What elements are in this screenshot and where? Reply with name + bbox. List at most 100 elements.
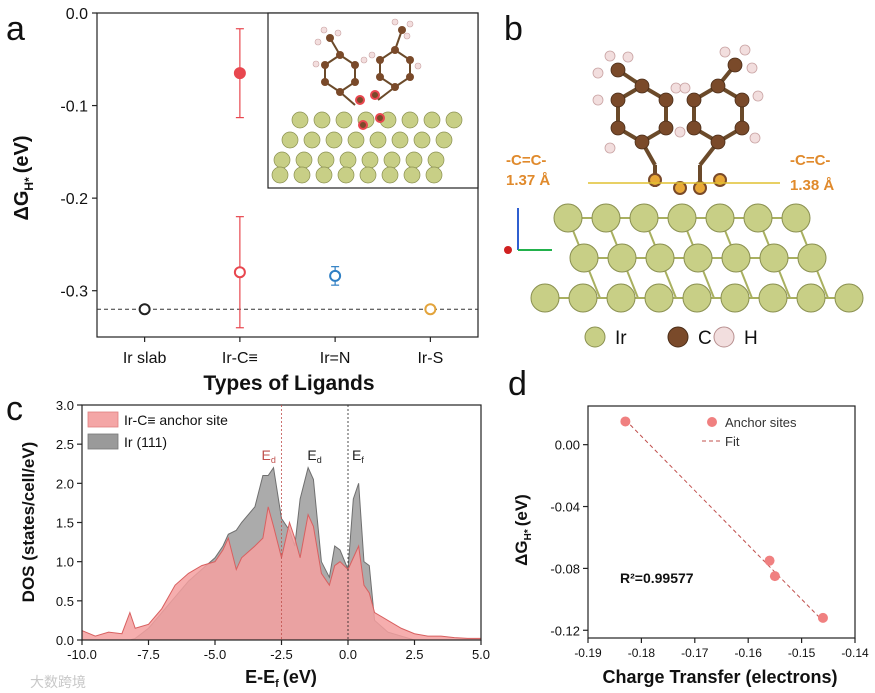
panel-d-y-ticks: 0.00 -0.04 -0.08 -0.12 <box>550 438 588 638</box>
x-tick-label: -7.5 <box>137 647 159 662</box>
x-tick-label: Ir-S <box>417 350 443 367</box>
inset-ir-atom <box>291 111 309 129</box>
inset-ir-atom <box>303 131 321 149</box>
ir-atom <box>721 243 751 273</box>
inset-ir-atom <box>383 151 401 169</box>
inset-ir-atom <box>335 111 353 129</box>
ir-atom <box>834 283 864 313</box>
inset-ir-atom <box>337 166 355 184</box>
panel-c-x-ticks: -10.0 -7.5 -5.0 -2.5 0.0 2.5 5.0 <box>67 640 490 662</box>
ir-atom <box>645 243 675 273</box>
legend-anchor-sites-label: Anchor sites <box>725 415 797 430</box>
x-tick-label: -5.0 <box>204 647 226 662</box>
panel-label-c: c <box>6 390 23 428</box>
y-tick-label: 3.0 <box>56 398 74 413</box>
x-tick-label: 2.5 <box>405 647 423 662</box>
inset-ir-atom <box>347 131 365 149</box>
y-tick-label: -0.2 <box>60 191 88 208</box>
ir-atom <box>683 243 713 273</box>
y-tick-label: -0.04 <box>550 500 580 515</box>
legend-ir-marker <box>584 326 606 348</box>
data-point <box>233 67 246 80</box>
legend-h-marker <box>713 326 735 348</box>
d-y-label-unit: (eV) <box>512 494 531 526</box>
inset-ir-atom <box>425 166 443 184</box>
inset-ir-atom <box>381 166 399 184</box>
ir-atom <box>758 283 788 313</box>
inset-structure <box>267 12 479 189</box>
panel-d-points <box>620 416 828 623</box>
legend-anchor-sites-marker <box>707 417 717 427</box>
legend-h-label: H <box>744 328 758 349</box>
x-tick-label: Ir-C≡ <box>222 350 258 367</box>
inset-ir-atom <box>317 151 335 169</box>
fit-line <box>625 419 824 622</box>
inset-ir-atom <box>271 166 289 184</box>
y-tick-label: 0.0 <box>56 633 74 648</box>
axis-triad <box>504 208 552 254</box>
y-tick-label: -0.12 <box>550 623 580 638</box>
ir-atom <box>629 203 659 233</box>
inset-ir-atom <box>293 166 311 184</box>
panel-a-points <box>138 28 437 329</box>
ir-atom <box>553 203 583 233</box>
ir-atom <box>759 243 789 273</box>
data-point <box>424 303 437 316</box>
panel-a-x-ticks: Ir slab Ir-C≡ Ir=N Ir-S <box>123 337 443 367</box>
panel-d-legend: Anchor sites Fit <box>702 415 797 449</box>
panel-d-frame <box>587 405 856 639</box>
annotation-label: Ed <box>262 447 276 465</box>
y-tick-label: 2.0 <box>56 476 74 491</box>
r2-label: R²=0.99577 <box>620 570 694 586</box>
panel-label-b: b <box>504 10 523 48</box>
inset-ir-atom <box>339 151 357 169</box>
panel-a-y-label: ΔGH* (eV) <box>11 135 36 220</box>
inset-ir-atom <box>405 151 423 169</box>
left-bond-label: -C=C- <box>506 152 546 169</box>
ir-atom <box>644 283 674 313</box>
x-tick-label: 5.0 <box>472 647 490 662</box>
panel-label-a: a <box>6 10 25 48</box>
inset-ir-atom <box>435 131 453 149</box>
ir-atom <box>530 283 560 313</box>
data-point <box>620 416 631 427</box>
annotation-label: Ed <box>307 447 321 465</box>
inset-ir-atom <box>315 166 333 184</box>
x-label-unit: (eV) <box>283 667 317 687</box>
panel-a-y-ticks: 0.0 -0.1 -0.2 -0.3 <box>60 6 97 301</box>
left-bond-length: 1.37 Å <box>506 172 550 189</box>
inset-ir-atom <box>361 151 379 169</box>
x-tick-label: -0.17 <box>681 646 709 660</box>
inset-ir-atom <box>403 166 421 184</box>
y-tick-label: -0.3 <box>60 284 88 301</box>
x-label-sub: f <box>275 678 279 690</box>
panel-b-legend: Ir C H <box>584 326 758 349</box>
annotation-label: Ef <box>352 447 364 465</box>
x-tick-label: 0.0 <box>339 647 357 662</box>
data-point <box>233 266 246 279</box>
ir-atom <box>591 203 621 233</box>
ir-atom <box>667 203 697 233</box>
y-tick-label: -0.08 <box>550 561 580 576</box>
ir-atom <box>606 283 636 313</box>
inset-ir-atom <box>413 131 431 149</box>
ir-slab <box>530 203 864 313</box>
panel-d-x-label: Charge Transfer (electrons) <box>602 667 837 687</box>
legend-ir111-swatch <box>87 433 119 450</box>
panel-b: b <box>504 10 864 349</box>
data-point <box>764 555 775 566</box>
y-label-main: ΔG <box>11 191 33 221</box>
panel-c-y-label: DOS (states/cell/eV) <box>19 442 38 603</box>
x-label-main: E-E <box>245 667 275 687</box>
panel-c: c 0.0 0.5 1.0 1.5 2.0 2.5 3.0 -10.0 -7.5 -5.0 -2.… <box>6 390 490 690</box>
y-tick-label: 1.0 <box>56 555 74 570</box>
ir-atom <box>781 203 811 233</box>
inset-ir-atom <box>445 111 463 129</box>
inset-ir-atom <box>369 131 387 149</box>
inset-ir-slab <box>271 111 463 184</box>
inset-ir-atom <box>423 111 441 129</box>
ir-atom <box>568 283 598 313</box>
ir-atom <box>682 283 712 313</box>
legend-c-label: C <box>698 328 712 349</box>
